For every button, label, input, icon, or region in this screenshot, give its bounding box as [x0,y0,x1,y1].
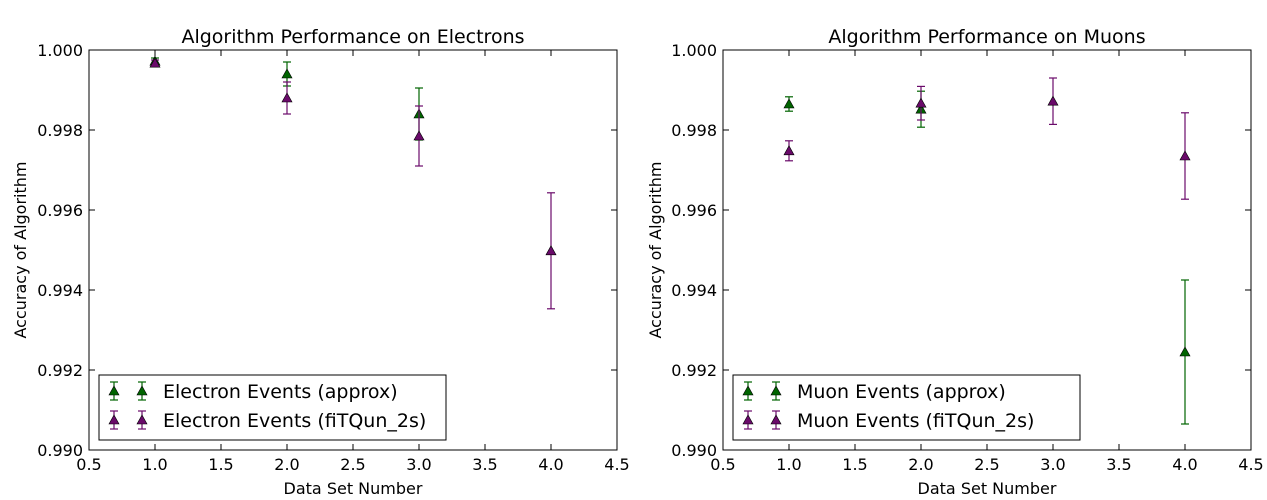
legend-box [98,374,447,441]
legend-label: Muon Events (approx) [797,381,1006,403]
y-tick-label: 0.994 [37,281,83,300]
data-point [413,130,425,141]
legend: Electron Events (approx) Electron Events … [98,374,447,441]
y-tick-label: 0.992 [671,361,717,380]
x-tick-label: 1.5 [208,455,233,474]
x-tick-label: 2.5 [974,455,999,474]
x-tick-label: 4.5 [1238,455,1263,474]
x-axis-label: Data Set Number [918,479,1057,498]
data-point [1179,346,1191,357]
y-axis-label: Accuracy of Algorithm [646,162,665,339]
y-tick-label: 0.990 [37,441,83,460]
data-point [915,97,927,108]
data-point [783,98,795,109]
x-tick-label: 0.5 [710,455,735,474]
y-tick-label: 0.994 [671,281,717,300]
chart-title: Algorithm Performance on Electrons [181,26,524,48]
legend-box [732,374,1081,441]
chart-title: Algorithm Performance on Muons [828,26,1145,48]
y-tick-label: 0.998 [671,121,717,140]
legend-marker [770,381,782,401]
legend-marker [742,410,754,430]
legend-marker [770,410,782,430]
y-axis-label: Accuracy of Algorithm [11,162,30,339]
legend-label: Electron Events (fiTQun_2s) [163,410,426,432]
data-point [783,145,795,156]
electrons-chart: Algorithm Performance on Electrons 0.5 1.… [11,26,630,498]
x-tick-label: 3.0 [406,455,431,474]
legend-marker [108,410,120,430]
legend-marker [136,381,148,401]
x-tick-label: 4.0 [538,455,563,474]
x-tick-label: 0.5 [76,455,101,474]
x-tick-label: 3.5 [472,455,497,474]
y-tick-label: 1.000 [671,41,717,60]
legend-marker [742,381,754,401]
data-point [1047,95,1059,106]
x-tick-label: 2.5 [340,455,365,474]
legend-label: Electron Events (approx) [163,381,398,403]
y-tick-label: 1.000 [37,41,83,60]
data-point [1179,150,1191,161]
x-tick-label: 3.5 [1106,455,1131,474]
legend-marker [136,410,148,430]
data-point [281,92,293,103]
data-point [149,57,161,68]
data-point [281,68,293,79]
y-tick-label: 0.998 [37,121,83,140]
plot-area: 0.5 1.0 1.5 2.0 2.5 3.0 3.5 4.0 4.5 0.990 0.992 0.9… [671,41,1264,474]
legend: Muon Events (approx) Muon Events (fiTQun_… [732,374,1081,441]
legend-label: Muon Events (fiTQun_2s) [797,410,1034,432]
y-tick-label: 0.996 [671,201,717,220]
x-tick-label: 1.0 [142,455,167,474]
y-tick-label: 0.990 [671,441,717,460]
x-tick-label: 2.0 [908,455,933,474]
x-axis-label: Data Set Number [284,479,423,498]
y-tick-label: 0.992 [37,361,83,380]
muons-chart: Algorithm Performance on Muons 0.5 1.0 1.5… [646,26,1264,498]
x-tick-label: 1.5 [842,455,867,474]
x-tick-label: 1.0 [776,455,801,474]
legend-marker [108,381,120,401]
y-tick-label: 0.996 [37,201,83,220]
data-point [545,245,557,256]
x-tick-label: 4.5 [604,455,629,474]
plot-area: 0.5 1.0 1.5 2.0 2.5 3.0 3.5 4.0 4.5 0.990 0.992 0.9… [37,41,630,474]
x-tick-label: 4.0 [1172,455,1197,474]
x-tick-label: 3.0 [1040,455,1065,474]
x-tick-label: 2.0 [274,455,299,474]
